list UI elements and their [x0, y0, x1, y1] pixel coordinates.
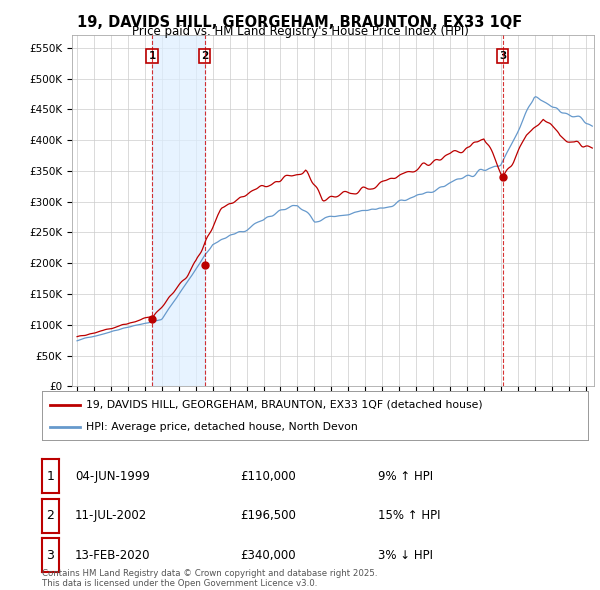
Text: HPI: Average price, detached house, North Devon: HPI: Average price, detached house, Nort… [86, 422, 358, 432]
Text: 2: 2 [46, 509, 55, 522]
Text: £196,500: £196,500 [240, 509, 296, 522]
Text: 9% ↑ HPI: 9% ↑ HPI [378, 470, 433, 483]
Text: 3: 3 [499, 51, 506, 61]
Bar [152, 35, 205, 386]
Text: £340,000: £340,000 [240, 549, 296, 562]
Text: 3% ↓ HPI: 3% ↓ HPI [378, 549, 433, 562]
Text: 15% ↑ HPI: 15% ↑ HPI [378, 509, 440, 522]
Text: 04-JUN-1999: 04-JUN-1999 [75, 470, 150, 483]
Text: 13-FEB-2020: 13-FEB-2020 [75, 549, 151, 562]
Text: 1: 1 [46, 470, 55, 483]
Text: 11-JUL-2002: 11-JUL-2002 [75, 509, 147, 522]
Text: 2: 2 [201, 51, 208, 61]
Text: 19, DAVIDS HILL, GEORGEHAM, BRAUNTON, EX33 1QF: 19, DAVIDS HILL, GEORGEHAM, BRAUNTON, EX… [77, 15, 523, 30]
Text: Contains HM Land Registry data © Crown copyright and database right 2025.
This d: Contains HM Land Registry data © Crown c… [42, 569, 377, 588]
Text: 1: 1 [148, 51, 155, 61]
Text: Price paid vs. HM Land Registry's House Price Index (HPI): Price paid vs. HM Land Registry's House … [131, 25, 469, 38]
Text: 19, DAVIDS HILL, GEORGEHAM, BRAUNTON, EX33 1QF (detached house): 19, DAVIDS HILL, GEORGEHAM, BRAUNTON, EX… [86, 399, 482, 409]
Text: £110,000: £110,000 [240, 470, 296, 483]
Text: 3: 3 [46, 549, 55, 562]
